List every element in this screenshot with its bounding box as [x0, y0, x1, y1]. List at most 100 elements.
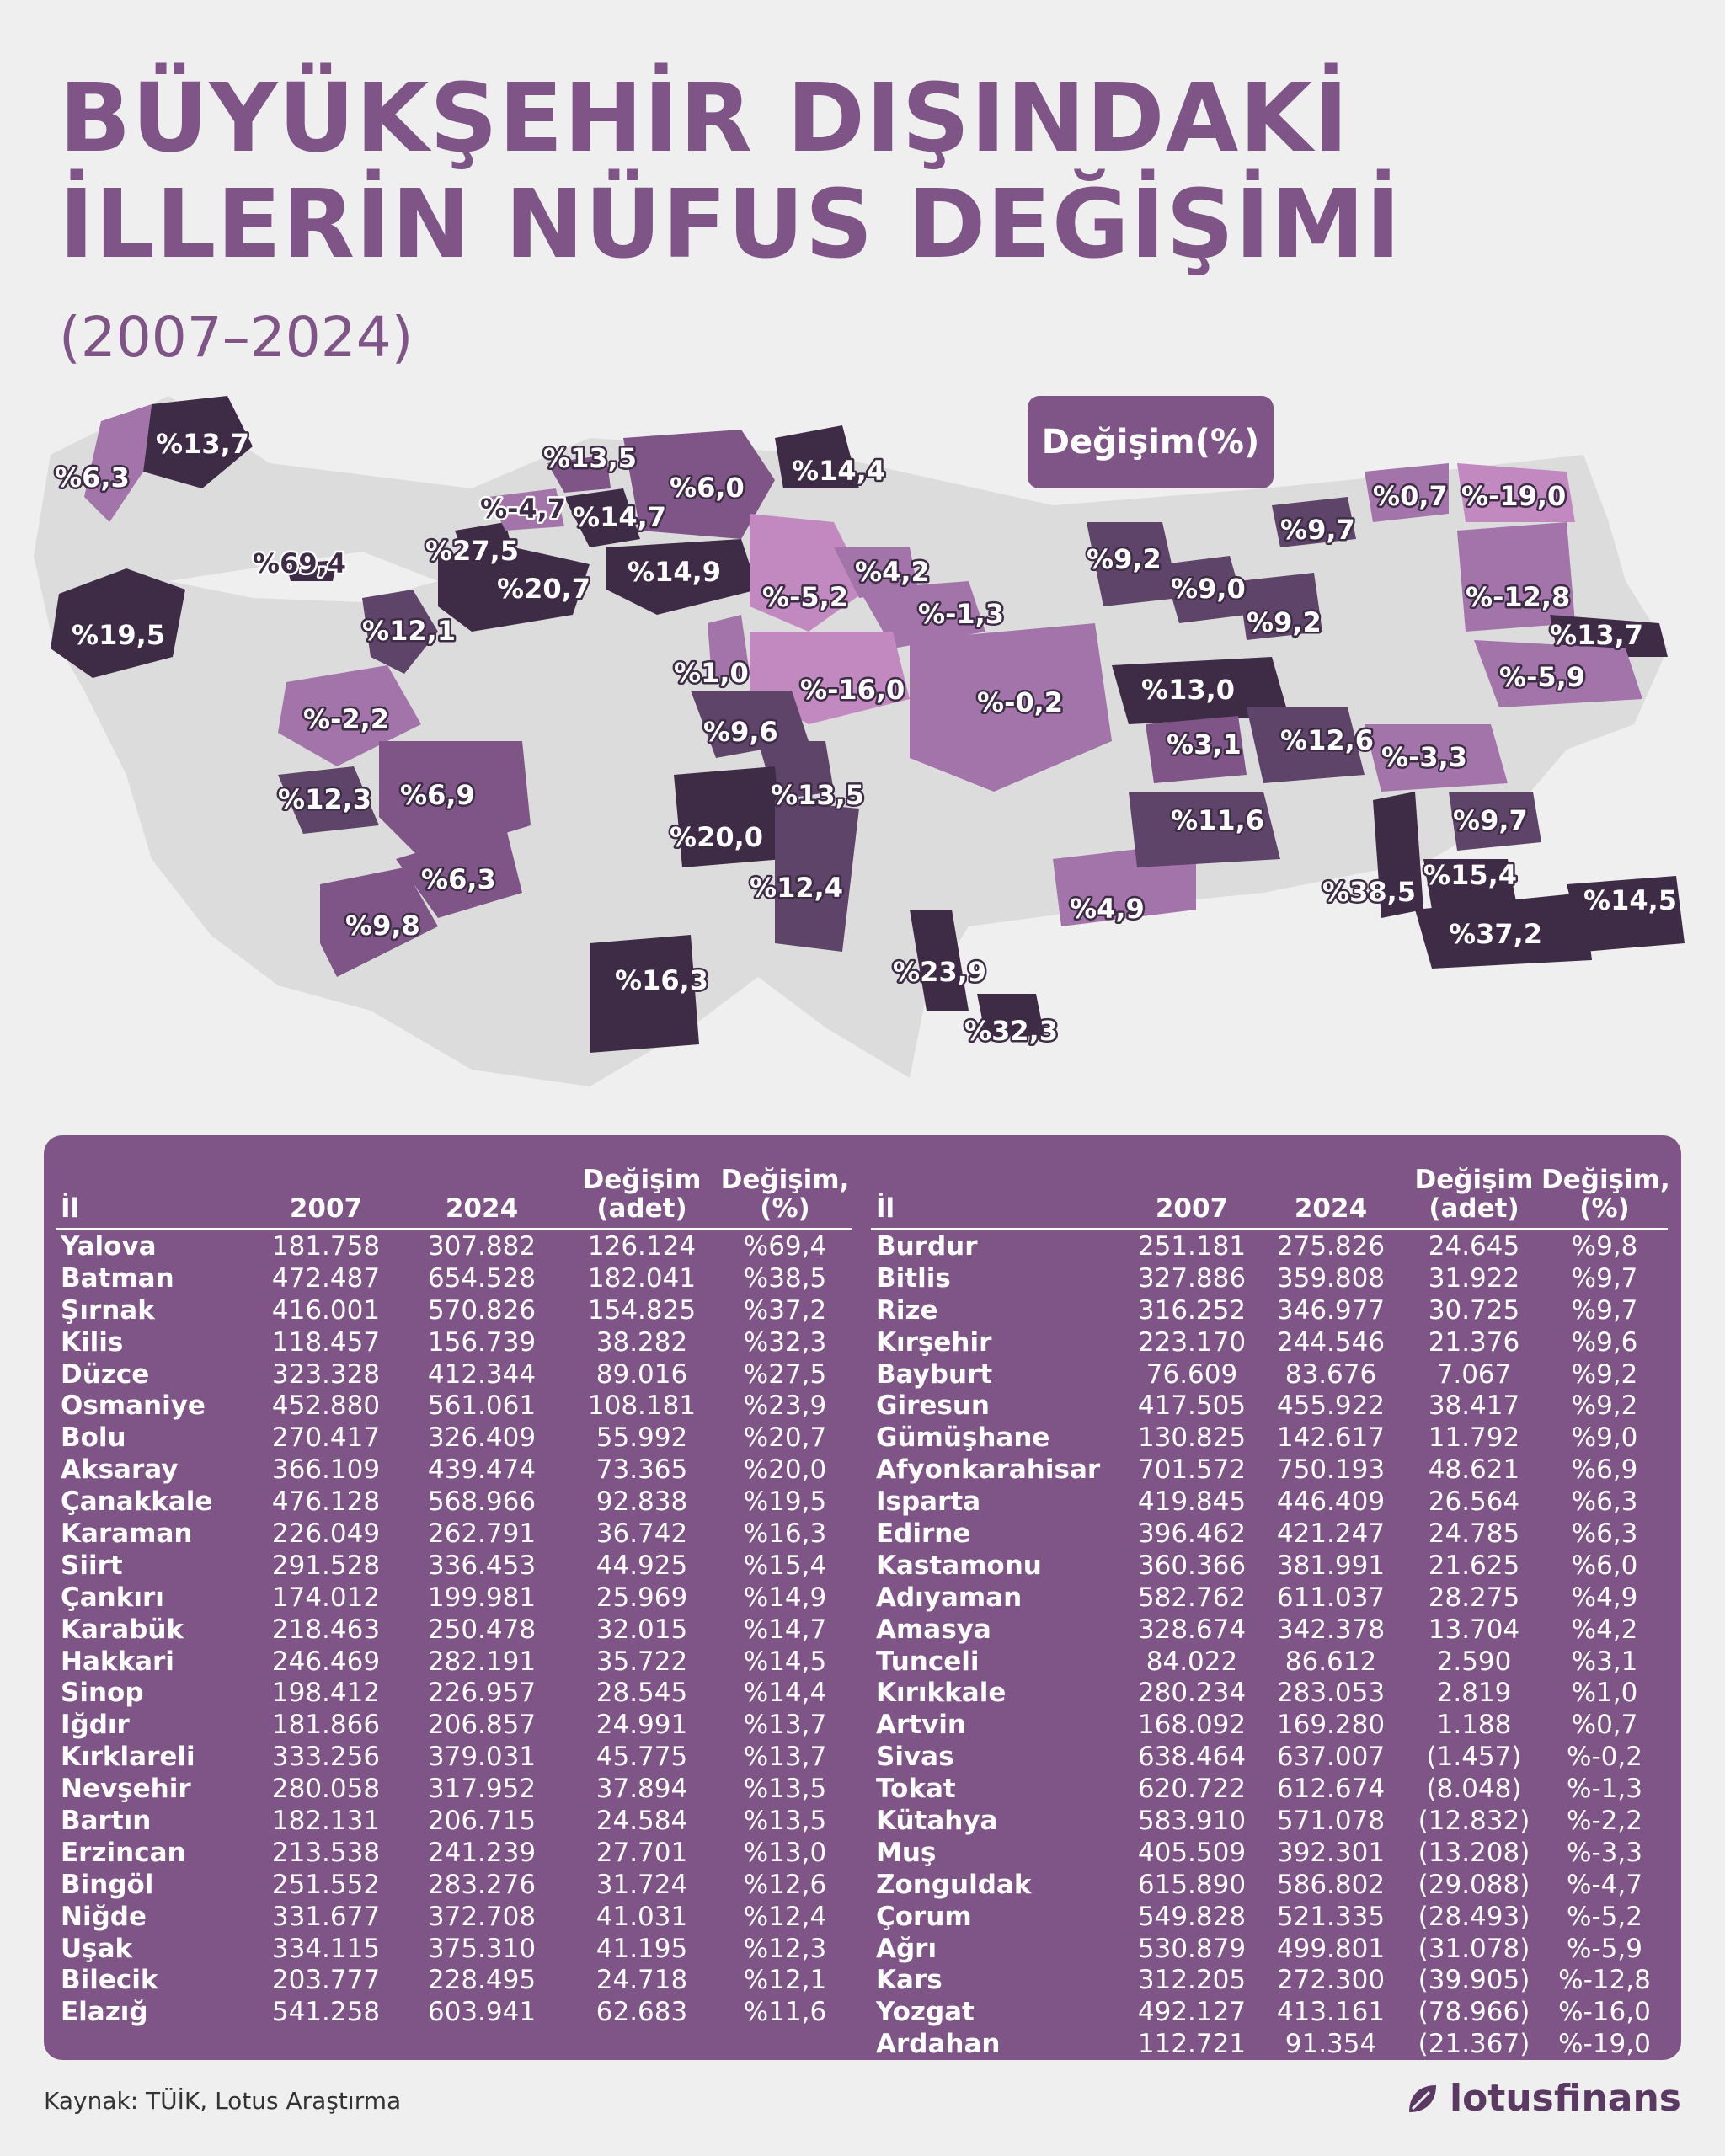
map-label-yozgat: %-16,0 [800, 674, 905, 706]
cell-change-pct: %9,2 [1571, 1390, 1638, 1422]
cell-province: Düzce [61, 1358, 150, 1390]
cell-2007: 316.252 [1137, 1294, 1247, 1326]
cell-province: Bingöl [61, 1869, 154, 1900]
cell-province: Edirne [876, 1518, 971, 1549]
cell-2024: 326.409 [427, 1422, 537, 1454]
province-karaman [590, 935, 699, 1053]
province-edirne [84, 404, 152, 522]
cell-change-pct: %69,4 [743, 1230, 827, 1262]
cell-2007: 396.462 [1137, 1518, 1247, 1549]
cell-change-count: 62.683 [595, 1997, 688, 2028]
cell-2007: 182.131 [271, 1805, 381, 1836]
cell-2024: 611.037 [1276, 1582, 1386, 1613]
cell-province: Tokat [876, 1774, 956, 1805]
table-header: İl 2007 2024 Değişim (adet) Değişim, (%) [871, 1154, 1670, 1230]
legend-box: Değişim(%) [1028, 396, 1274, 488]
cell-province: Burdur [876, 1230, 978, 1262]
cell-province: Uşak [61, 1933, 133, 1964]
province-canakkale [51, 568, 185, 678]
cell-change-pct: %6,3 [1571, 1518, 1638, 1549]
map-label-batman: %38,5 [1322, 876, 1416, 908]
cell-change-pct: %13,7 [743, 1742, 827, 1773]
cell-change-count: 2.819 [1436, 1678, 1512, 1709]
cell-2024: 455.922 [1276, 1390, 1386, 1422]
table-row: Şırnak 416.001 570.826 154.825 %37,2 [56, 1294, 852, 1326]
cell-province: Muş [876, 1837, 937, 1868]
header-change-pct-line1: Değişim, [720, 1165, 850, 1195]
cell-change-count: 26.564 [1428, 1486, 1520, 1518]
map-label-edirne: %6,3 [55, 462, 130, 494]
cell-2024: 570.826 [427, 1294, 537, 1326]
cell-change-pct: %12,3 [743, 1933, 827, 1964]
cell-province: Karabük [61, 1614, 184, 1645]
cell-change-count: 21.625 [1428, 1550, 1520, 1581]
cell-2024: 359.808 [1276, 1262, 1386, 1294]
cell-2024: 372.708 [427, 1901, 537, 1932]
lotus-leaf-icon [1409, 2084, 1436, 2112]
table-row: Çorum 549.828 521.335 (28.493) %-5,2 [871, 1901, 1668, 1933]
cell-2007: 312.205 [1137, 1965, 1247, 1996]
table-row: Karaman 226.049 262.791 36.742 %16,3 [56, 1518, 852, 1550]
cell-change-count: (29.088) [1418, 1869, 1530, 1900]
province-siirt [1423, 859, 1516, 910]
cell-2007: 472.487 [271, 1262, 381, 1294]
map-label-adiyaman: %4,9 [1070, 893, 1145, 925]
province-sirnak [1415, 893, 1592, 969]
cell-province: Erzincan [61, 1837, 186, 1868]
cell-2007: 280.234 [1137, 1678, 1247, 1709]
table-row: Rize 316.252 346.977 30.725 %9,7 [871, 1294, 1668, 1326]
table-row: Aksaray 366.109 439.474 73.365 %20,0 [56, 1454, 852, 1486]
cell-change-pct: %19,5 [743, 1486, 827, 1518]
brand-logo: lotusfinans [1404, 2077, 1681, 2120]
cell-change-pct: %9,6 [1571, 1326, 1638, 1358]
cell-change-pct: %-0,2 [1567, 1742, 1642, 1773]
province-sivas [910, 623, 1112, 792]
map-label-burdur: %9,8 [345, 910, 420, 942]
cell-province: Çorum [876, 1901, 972, 1932]
cell-change-count: 21.376 [1428, 1326, 1520, 1358]
cell-2024: 244.546 [1276, 1326, 1386, 1358]
cell-2007: 327.886 [1137, 1262, 1247, 1294]
table-row: Gümüşhane 130.825 142.617 11.792 %9,0 [871, 1422, 1668, 1454]
header-change-count: Değişim (adet) [566, 1166, 718, 1223]
cell-change-count: 7.067 [1436, 1358, 1512, 1390]
cell-province: Artvin [876, 1710, 967, 1741]
cell-2024: 241.239 [427, 1837, 537, 1868]
turkey-map: %13,7 %6,3 %69,4 %19,5 %12,1 %27,5 %20,7… [34, 396, 1685, 1086]
province-bilecik [362, 590, 438, 674]
cell-change-pct: %13,7 [743, 1710, 827, 1741]
cell-2024: 342.378 [1276, 1614, 1386, 1645]
cell-change-count: 31.922 [1428, 1262, 1520, 1294]
cell-province: Çanakkale [61, 1486, 213, 1518]
cell-2007: 181.866 [271, 1710, 381, 1741]
header-il: İl [876, 1193, 895, 1224]
cell-2024: 586.802 [1276, 1869, 1386, 1900]
source-note: Kaynak: TÜİK, Lotus Araştırma [44, 2087, 402, 2115]
table-row: Kırklareli 333.256 379.031 45.775 %13,7 [56, 1741, 852, 1773]
map-label-kirklareli: %13,7 [156, 428, 249, 460]
cell-2024: 206.715 [427, 1805, 537, 1836]
province-corum [750, 514, 868, 632]
cell-2007: 226.049 [271, 1518, 381, 1549]
cell-change-count: 27.701 [595, 1837, 688, 1868]
table-row: Karabük 218.463 250.478 32.015 %14,7 [56, 1614, 852, 1646]
cell-province: Kırıkkale [876, 1678, 1007, 1709]
map-label-erzincan: %13,0 [1141, 674, 1235, 706]
map-label-duzce: %27,5 [425, 535, 519, 567]
table-row: Bilecik 203.777 228.495 24.718 %12,1 [56, 1964, 852, 1996]
table-header: İl 2007 2024 Değişim (adet) Değişim, (%) [56, 1154, 852, 1230]
map-label-kilis: %32,3 [964, 1015, 1058, 1047]
cell-2024: 571.078 [1276, 1805, 1386, 1836]
cell-change-count: 126.124 [587, 1230, 697, 1262]
cell-2024: 499.801 [1276, 1933, 1386, 1964]
province-gumushane [1162, 556, 1247, 623]
cell-province: Aksaray [61, 1454, 179, 1486]
table-row: Çanakkale 476.128 568.966 92.838 %19,5 [56, 1486, 852, 1518]
cell-2024: 156.739 [427, 1326, 537, 1358]
table-row: Niğde 331.677 372.708 41.031 %12,4 [56, 1901, 852, 1933]
cell-2007: 174.012 [271, 1582, 381, 1613]
cell-2007: 476.128 [271, 1486, 381, 1518]
cell-province: Bitlis [876, 1262, 951, 1294]
map-label-nigde: %12,4 [750, 872, 843, 904]
map-label-isparta: %6,3 [421, 863, 496, 895]
